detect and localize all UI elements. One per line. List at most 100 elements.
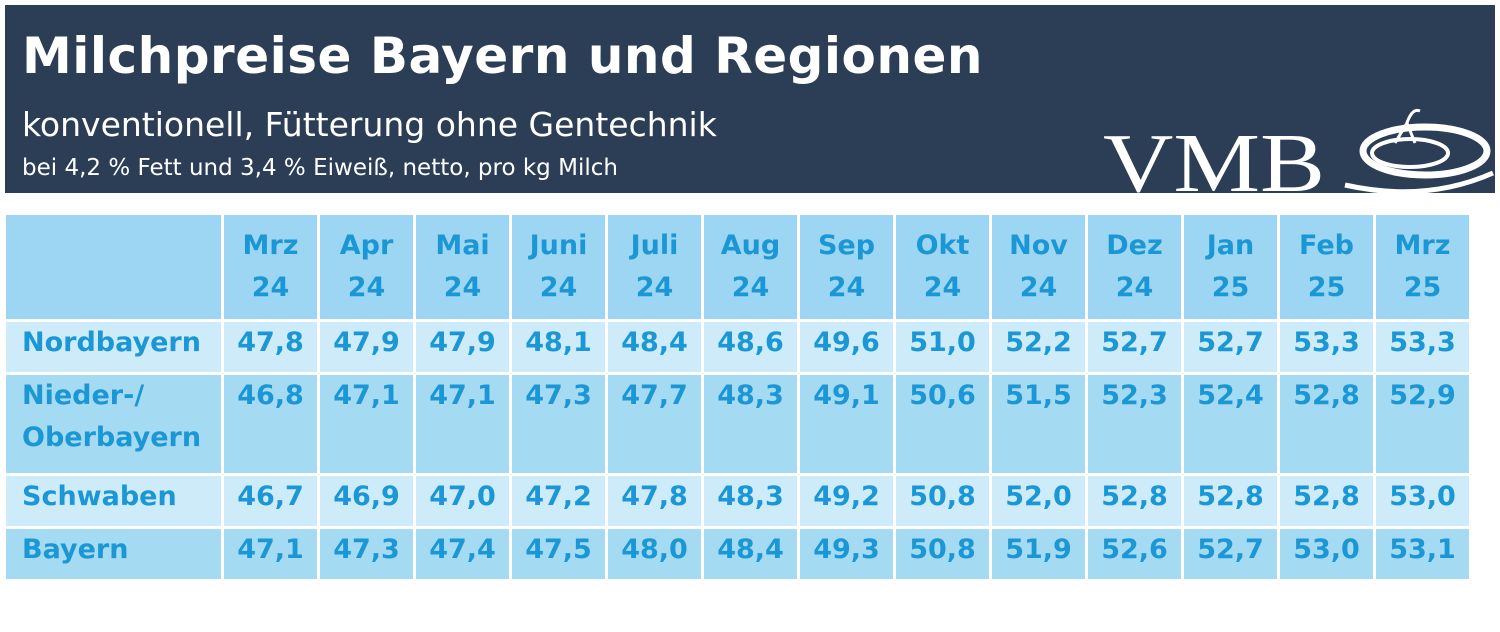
value-cell: 49,3 xyxy=(800,529,893,579)
cell-line: Mrz xyxy=(242,230,299,261)
value-cell: 46,7 xyxy=(224,476,317,526)
value-cell: 47,8 xyxy=(224,322,317,372)
value-cell: 46,8 xyxy=(224,375,317,473)
cell-line: Bayern xyxy=(22,534,129,565)
cell-line: 24 xyxy=(251,272,290,303)
cell-line: Jan xyxy=(1206,230,1255,261)
column-header: Feb 25 xyxy=(1280,215,1373,319)
value-cell: 52,2 xyxy=(992,322,1085,372)
value-cell: 47,9 xyxy=(320,322,413,372)
value-cell: 49,2 xyxy=(800,476,893,526)
value-cell: 53,0 xyxy=(1376,476,1469,526)
value-cell: 49,6 xyxy=(800,322,893,372)
title: Milchpreise Bayern und Regionen xyxy=(22,27,984,85)
data-row: Nordbayern 47,8 47,9 47,9 48,1 48,4 48,6 49,6 51… xyxy=(6,322,1469,372)
cell-line: Nordbayern xyxy=(22,327,201,358)
row-label: Nordbayern xyxy=(6,322,221,372)
row-label: Nieder-/ Oberbayern xyxy=(6,375,221,473)
value-cell: 47,8 xyxy=(608,476,701,526)
value-cell: 53,1 xyxy=(1376,529,1469,579)
data-row: Schwaben 46,7 46,9 47,0 47,2 47,8 48,3 49,2 50,8… xyxy=(6,476,1469,526)
cell-line: 25 xyxy=(1211,272,1250,303)
cell-line: Nov xyxy=(1009,230,1068,261)
column-header: Sep 24 xyxy=(800,215,893,319)
value-cell: 50,8 xyxy=(896,476,989,526)
value-cell: 52,0 xyxy=(992,476,1085,526)
value-cell: 47,4 xyxy=(416,529,509,579)
row-label: Bayern xyxy=(6,529,221,579)
value-cell: 47,3 xyxy=(320,529,413,579)
subtitle: konventionell, Fütterung ohne Gentechnik xyxy=(22,105,717,144)
value-cell: 47,1 xyxy=(416,375,509,473)
column-header: Dez 24 xyxy=(1088,215,1181,319)
note: bei 4,2 % Fett und 3,4 % Eiweiß, netto, … xyxy=(22,155,618,181)
value-cell: 48,1 xyxy=(512,322,605,372)
value-cell: 48,4 xyxy=(608,322,701,372)
cell-line: 24 xyxy=(923,272,962,303)
cell-line: Mai xyxy=(435,230,490,261)
cell-line: Aug xyxy=(720,230,781,261)
cell-line: 24 xyxy=(635,272,674,303)
column-header: Juli 24 xyxy=(608,215,701,319)
value-cell: 52,9 xyxy=(1376,375,1469,473)
value-cell: 48,3 xyxy=(704,476,797,526)
value-cell: 52,8 xyxy=(1280,375,1373,473)
logo: VMB xyxy=(1103,108,1495,195)
cell-line: Nieder-/ xyxy=(22,380,145,411)
row-label: Schwaben xyxy=(6,476,221,526)
column-header: Mrz 24 xyxy=(224,215,317,319)
column-header: Okt 24 xyxy=(896,215,989,319)
value-cell: 51,9 xyxy=(992,529,1085,579)
cell-line: Feb xyxy=(1299,230,1354,261)
corner-cell xyxy=(6,215,221,319)
value-cell: 52,8 xyxy=(1088,476,1181,526)
value-cell: 47,9 xyxy=(416,322,509,372)
cell-line: Schwaben xyxy=(22,481,177,512)
value-cell: 53,3 xyxy=(1376,322,1469,372)
value-cell: 51,5 xyxy=(992,375,1085,473)
value-cell: 49,1 xyxy=(800,375,893,473)
cell-line: 24 xyxy=(731,272,770,303)
value-cell: 52,8 xyxy=(1280,476,1373,526)
cell-line: Juli xyxy=(630,230,679,261)
cell-line: 24 xyxy=(1019,272,1058,303)
cell-line: Apr xyxy=(339,230,394,261)
cell-line: Sep xyxy=(817,230,876,261)
cell-line: Mrz xyxy=(1394,230,1451,261)
cell-line: Okt xyxy=(915,230,970,261)
value-cell: 53,3 xyxy=(1280,322,1373,372)
value-cell: 48,0 xyxy=(608,529,701,579)
cell-line: Oberbayern xyxy=(22,422,202,453)
value-cell: 47,1 xyxy=(224,529,317,579)
value-cell: 52,7 xyxy=(1088,322,1181,372)
price-table: Mrz 24 Apr 24 Mai 24 Juni 24 Juli 24 Aug 24 Sep 24 Okt… xyxy=(3,212,1472,582)
cell-line: Juni xyxy=(529,230,588,261)
cell-line: 25 xyxy=(1403,272,1442,303)
value-cell: 48,4 xyxy=(704,529,797,579)
cell-line: 24 xyxy=(827,272,866,303)
cell-line: 25 xyxy=(1307,272,1346,303)
value-cell: 50,8 xyxy=(896,529,989,579)
cell-line: 24 xyxy=(347,272,386,303)
column-header: Mrz 25 xyxy=(1376,215,1469,319)
value-cell: 52,4 xyxy=(1184,375,1277,473)
value-cell: 52,8 xyxy=(1184,476,1277,526)
value-cell: 47,0 xyxy=(416,476,509,526)
cell-line: Dez xyxy=(1106,230,1163,261)
data-row: Nieder-/Oberbayern 46,8 47,1 47,1 47,3 47,7 48… xyxy=(6,375,1469,473)
column-header: Aug 24 xyxy=(704,215,797,319)
value-cell: 47,1 xyxy=(320,375,413,473)
value-cell: 47,3 xyxy=(512,375,605,473)
cell-line: 24 xyxy=(539,272,578,303)
value-cell: 48,6 xyxy=(704,322,797,372)
value-cell: 47,7 xyxy=(608,375,701,473)
value-cell: 52,6 xyxy=(1088,529,1181,579)
value-cell: 46,9 xyxy=(320,476,413,526)
logo-swirl xyxy=(1344,108,1495,195)
header: Milchpreise Bayern und Regionen konventi… xyxy=(5,5,1495,195)
data-row: Bayern 47,1 47,3 47,4 47,5 48,0 48,4 49,3 50,8 51… xyxy=(6,529,1469,579)
value-cell: 52,3 xyxy=(1088,375,1181,473)
value-cell: 47,5 xyxy=(512,529,605,579)
column-header: Apr 24 xyxy=(320,215,413,319)
